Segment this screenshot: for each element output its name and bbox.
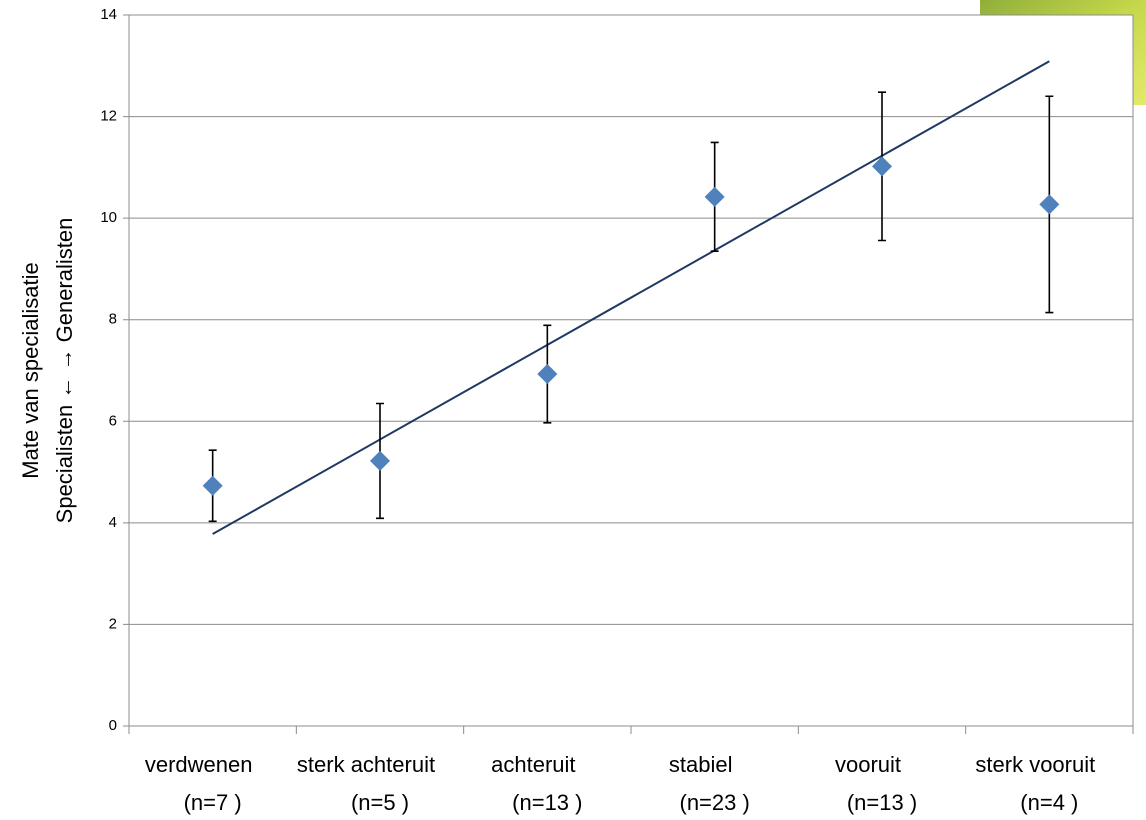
y-tick-label: 0: [109, 717, 117, 734]
x-tick-count: (n=23 ): [680, 790, 750, 815]
x-tick-count: (n=4 ): [1020, 790, 1078, 815]
x-tick-count: (n=13 ): [512, 790, 582, 815]
x-tick-label: sterk vooruit: [975, 752, 1095, 777]
x-tick-label: verdwenen: [145, 752, 253, 777]
x-tick-count: (n=13 ): [847, 790, 917, 815]
y-axis-label-line: Mate van specialisatie: [18, 262, 43, 478]
y-tick-label: 4: [109, 514, 117, 531]
y-axis-label: Mate van specialisatie Specialisten ← → G…: [18, 218, 77, 524]
x-tick-label: achteruit: [491, 752, 575, 777]
x-tick-label: vooruit: [835, 752, 901, 777]
y-tick-label: 12: [100, 108, 117, 125]
x-tick-label: stabiel: [669, 752, 733, 777]
x-tick-count: (n=7 ): [184, 790, 242, 815]
y-tick-label: 8: [109, 311, 117, 328]
x-tick-label: sterk achteruit: [297, 752, 435, 777]
y-tick-label: 6: [109, 412, 117, 429]
chart: 0 2 4 6 8 10 12 14 Mate van specialisatie Special…: [0, 0, 1146, 820]
y-tick-label: 2: [109, 615, 117, 632]
y-tick-label: 10: [100, 209, 117, 226]
x-tick-count: (n=5 ): [351, 790, 409, 815]
y-axis-label-line: Specialisten ← → Generalisten: [52, 218, 77, 524]
y-tick-label: 14: [100, 6, 117, 23]
plot-area: [129, 15, 1133, 726]
